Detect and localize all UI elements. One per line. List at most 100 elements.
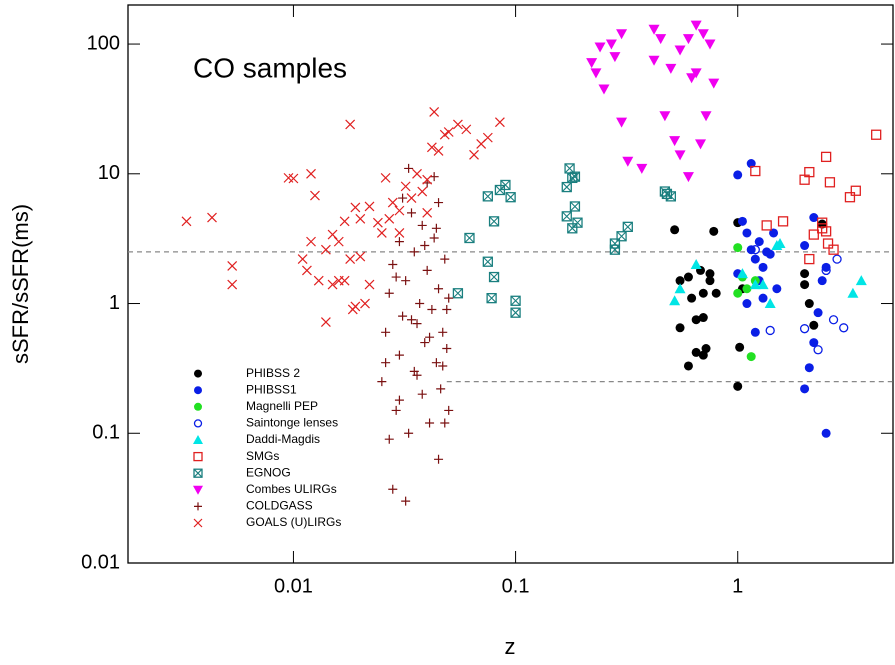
marker-shape <box>384 434 394 444</box>
marker-shape <box>674 283 686 294</box>
marker <box>409 247 419 257</box>
marker-shape <box>288 173 299 184</box>
marker-shape <box>711 288 721 298</box>
marker <box>682 172 694 183</box>
marker <box>769 228 779 238</box>
marker <box>847 287 859 298</box>
marker <box>429 106 440 117</box>
marker <box>733 381 743 391</box>
marker-shape <box>482 256 493 267</box>
marker <box>705 269 715 279</box>
marker-shape <box>442 304 452 314</box>
marker-shape <box>817 276 827 286</box>
marker <box>440 418 450 428</box>
marker <box>417 186 428 197</box>
marker-shape <box>500 180 511 190</box>
marker <box>683 272 693 282</box>
marker <box>749 279 761 290</box>
marker-shape <box>847 287 859 298</box>
marker-shape <box>675 323 685 333</box>
marker-shape <box>772 284 782 294</box>
marker <box>695 139 707 150</box>
marker-shape <box>804 299 814 309</box>
marker <box>427 304 437 314</box>
marker <box>355 213 366 224</box>
marker <box>320 244 331 255</box>
marker <box>691 347 701 357</box>
marker-shape <box>391 405 401 415</box>
marker <box>669 295 681 306</box>
marker <box>691 315 701 325</box>
marker-shape <box>698 288 708 298</box>
marker-shape <box>412 370 422 380</box>
marker-shape <box>425 332 435 342</box>
marker-shape <box>306 168 316 179</box>
marker-shape <box>799 324 810 334</box>
marker <box>569 171 581 182</box>
marker <box>327 279 338 290</box>
marker <box>288 173 299 184</box>
marker-shape <box>809 320 819 330</box>
marker <box>704 39 716 50</box>
marker <box>227 279 238 290</box>
marker-shape <box>364 279 375 290</box>
marker-shape <box>609 238 621 249</box>
marker-shape <box>746 352 756 362</box>
marker-shape <box>820 151 832 163</box>
marker-shape <box>387 197 398 208</box>
marker <box>750 254 760 264</box>
marker-shape <box>347 304 358 315</box>
marker <box>488 271 500 283</box>
marker <box>754 237 764 247</box>
marker-shape <box>422 265 432 275</box>
marker <box>561 211 572 222</box>
marker-shape <box>433 146 444 156</box>
marker-shape <box>822 238 834 249</box>
marker <box>345 254 356 265</box>
marker <box>469 149 479 160</box>
legend-label: PHIBSS1 <box>246 382 297 396</box>
marker-shape <box>610 238 620 249</box>
marker <box>404 163 414 173</box>
marker-shape <box>750 254 760 264</box>
marker <box>422 174 433 185</box>
marker <box>636 163 648 174</box>
marker <box>844 192 856 203</box>
y-tick-label: 0.01 <box>81 551 120 573</box>
marker <box>377 377 387 387</box>
marker <box>505 192 516 203</box>
marker <box>698 350 708 360</box>
marker <box>735 342 745 352</box>
marker-shape <box>832 254 842 264</box>
marker-shape <box>665 63 677 74</box>
marker-shape <box>505 192 516 203</box>
marker <box>391 405 401 415</box>
marker-shape <box>339 216 350 227</box>
marker-shape <box>381 327 391 337</box>
marker <box>415 299 425 309</box>
marker-shape <box>488 271 500 283</box>
marker <box>683 361 693 371</box>
marker-shape <box>422 174 433 185</box>
marker-shape <box>764 298 776 309</box>
marker-shape <box>735 342 745 352</box>
marker <box>355 251 366 262</box>
marker-shape <box>742 284 752 294</box>
marker <box>687 293 697 303</box>
marker <box>736 268 748 279</box>
marker-shape <box>431 358 441 368</box>
marker-shape <box>510 307 521 318</box>
marker-shape <box>461 124 472 135</box>
marker <box>799 324 810 334</box>
marker <box>442 304 452 314</box>
marker-shape <box>750 327 760 337</box>
marker-shape <box>686 73 698 84</box>
marker-shape <box>636 163 648 174</box>
marker <box>750 245 760 255</box>
marker-shape <box>622 221 633 232</box>
marker-shape <box>426 142 437 153</box>
marker-shape <box>193 435 203 444</box>
marker-shape <box>401 276 411 286</box>
marker <box>440 254 450 264</box>
marker <box>401 496 411 506</box>
